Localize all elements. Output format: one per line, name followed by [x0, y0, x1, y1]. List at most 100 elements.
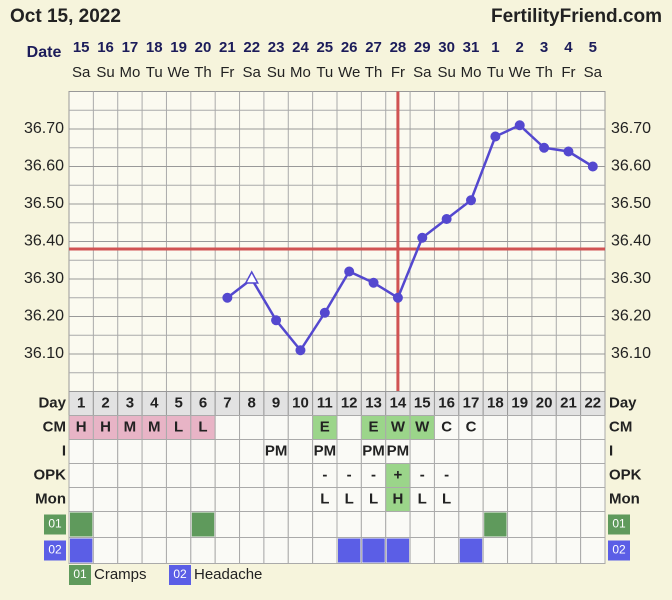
- row-cell: [92, 487, 119, 512]
- date-number: 4: [564, 39, 573, 56]
- symptom-cell: [239, 511, 265, 538]
- row-cell: [190, 439, 216, 464]
- row-cell: [92, 415, 119, 440]
- row-cell: [458, 463, 484, 488]
- y-tick-label: 36.40: [24, 233, 64, 250]
- date-label: Date: [27, 44, 62, 61]
- weekday: Mo: [461, 64, 482, 81]
- day-number: 1: [77, 394, 85, 411]
- row-cell: [214, 439, 241, 464]
- symptom-cell: [409, 511, 435, 538]
- row-cell: [214, 463, 241, 488]
- y-tick-label: 36.50: [24, 195, 64, 212]
- symptom-cell: [141, 511, 167, 538]
- symptom-code-box: [44, 540, 66, 561]
- symptom-cell: [92, 537, 119, 564]
- date-number: 26: [341, 39, 358, 56]
- temperature-point: [587, 161, 598, 172]
- row-cell: [531, 439, 557, 464]
- row-cell: [555, 439, 582, 464]
- day-cell: [214, 391, 241, 416]
- symptom-mark: [70, 538, 93, 563]
- date-number: 27: [365, 39, 382, 56]
- cell-text: L: [198, 418, 207, 435]
- row-cell: [580, 439, 606, 464]
- legend-box: [69, 565, 91, 585]
- date-number: 15: [73, 39, 90, 56]
- temperature-point: [392, 292, 403, 303]
- day-number: 4: [150, 394, 159, 411]
- day-number: 2: [101, 394, 109, 411]
- cell-text: L: [369, 490, 378, 507]
- date-number: 31: [463, 39, 480, 56]
- date-number: 5: [589, 39, 597, 56]
- symptom-cell: [433, 511, 460, 538]
- cell-text: L: [345, 490, 354, 507]
- temperature-point: [563, 146, 574, 157]
- chart-date: Oct 15, 2022: [10, 6, 121, 27]
- symptom-cell: [360, 511, 387, 538]
- row-cell: [458, 439, 484, 464]
- row-cell: [507, 415, 533, 440]
- cell-text: -: [444, 466, 449, 483]
- row-cell: [312, 487, 338, 512]
- weekday: Su: [437, 64, 455, 81]
- day-label: Day: [38, 394, 66, 411]
- y-tick-label: 36.10: [24, 345, 64, 362]
- temperature-point: [344, 266, 355, 277]
- symptom-cell: [409, 537, 435, 564]
- y-tick-label-right: 36.40: [611, 233, 651, 250]
- weekday: Sa: [72, 64, 91, 81]
- weekday: Fr: [561, 64, 575, 81]
- legend-code: 02: [173, 567, 187, 581]
- date-number: 3: [540, 39, 548, 56]
- row-cell: [165, 439, 192, 464]
- row-label-right: OPK: [609, 466, 642, 483]
- symptom-cell: [214, 537, 241, 564]
- date-number: 25: [316, 39, 333, 56]
- date-number: 1: [491, 39, 499, 56]
- weekday: Mo: [119, 64, 140, 81]
- date-number: 21: [219, 39, 236, 56]
- symptom-code: 01: [48, 517, 62, 531]
- row-cell: [482, 439, 509, 464]
- weekday: Th: [194, 64, 212, 81]
- symptom-cell: [117, 511, 143, 538]
- date-number: 22: [243, 39, 260, 56]
- symptom-cell: [507, 511, 533, 538]
- weekday: Sa: [413, 64, 432, 81]
- symptom-cell: [458, 511, 484, 538]
- symptom-cell: [507, 537, 533, 564]
- symptom-code-right-box: [608, 514, 630, 535]
- symptom-mark: [386, 538, 410, 563]
- cell-text: L: [174, 418, 183, 435]
- row-cell: [263, 463, 289, 488]
- row-cell: [190, 463, 216, 488]
- cell-text: L: [442, 490, 451, 507]
- symptom-cell: [117, 537, 143, 564]
- y-tick-label: 36.60: [24, 158, 64, 175]
- symptom-cell: [531, 537, 557, 564]
- y-tick-label-right: 36.50: [611, 195, 651, 212]
- symptom-cell: [580, 511, 606, 538]
- cell-text: M: [124, 418, 137, 435]
- row-cell: [287, 487, 314, 512]
- symptom-code: 02: [48, 543, 62, 557]
- symptom-mark: [70, 512, 93, 537]
- day-number: 20: [536, 394, 553, 411]
- row-cell: [92, 463, 119, 488]
- cell-text: E: [369, 418, 379, 435]
- y-tick-label-right: 36.70: [611, 120, 651, 137]
- temperature-point: [295, 345, 306, 356]
- symptom-cell: [190, 537, 216, 564]
- cell-text: H: [76, 418, 87, 435]
- symptom-cell: [214, 511, 241, 538]
- day-number: 22: [584, 394, 601, 411]
- y-tick-label: 36.20: [24, 308, 64, 325]
- temperature-point: [441, 214, 452, 224]
- row-cell: [141, 439, 167, 464]
- day-number: 9: [272, 394, 280, 411]
- row-cell: [531, 415, 557, 440]
- symptom-mark: [484, 512, 507, 537]
